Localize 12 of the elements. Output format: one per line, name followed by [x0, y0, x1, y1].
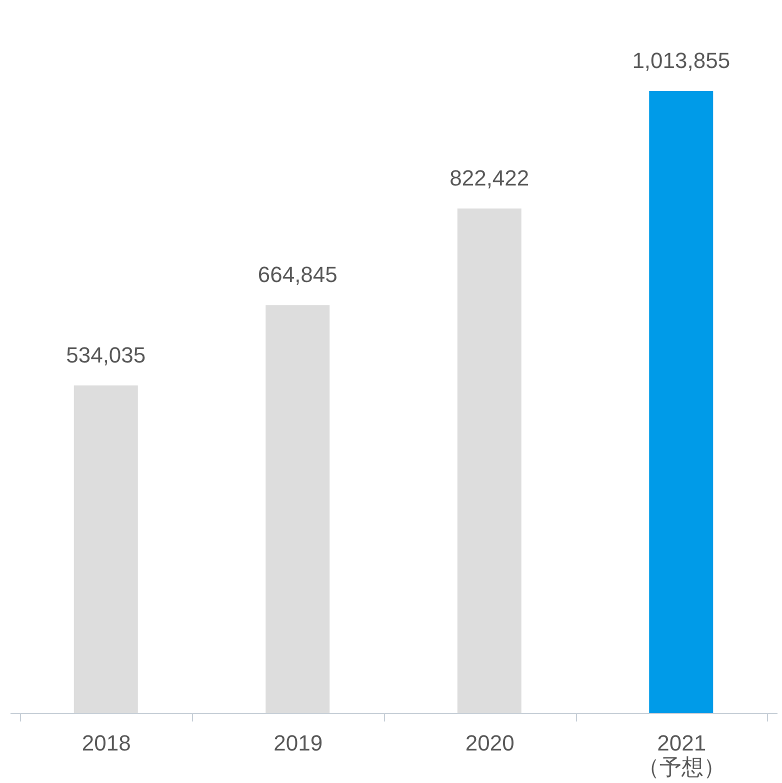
data-label: 534,035: [66, 342, 146, 368]
x-tick-label: 2018: [82, 730, 131, 756]
data-label: 664,845: [258, 262, 338, 288]
bar: [457, 208, 522, 713]
x-tick-label: 2019: [274, 730, 323, 756]
bar: [74, 385, 138, 713]
x-tick-label: 2021 （予想）: [638, 730, 726, 780]
bar: [649, 91, 714, 713]
data-label: 822,422: [450, 165, 530, 190]
x-tick-label: 2020: [465, 730, 514, 756]
bar: [266, 305, 330, 713]
data-label: 1,013,855: [632, 48, 730, 73]
